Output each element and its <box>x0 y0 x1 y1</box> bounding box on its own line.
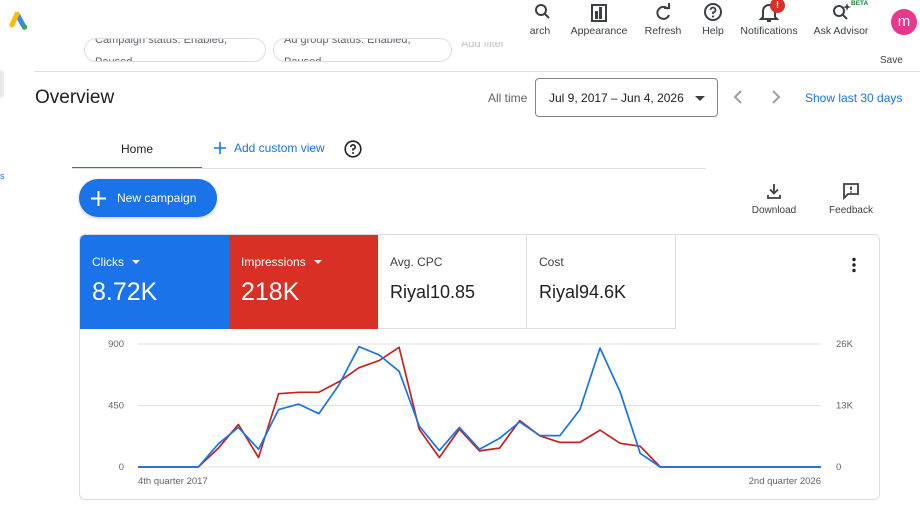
show-last-30-days-link[interactable]: Show last 30 days <box>805 91 903 105</box>
metric-value: 218K <box>241 278 300 306</box>
appearance-button[interactable]: Appearance <box>568 2 630 37</box>
series-line-clicks <box>138 345 821 468</box>
appearance-icon <box>591 4 607 22</box>
metric-label: Cost <box>539 255 564 269</box>
filter-chip-campaign-status[interactable]: Campaign status: Enabled, Paused <box>84 38 266 62</box>
metric-impressions-selector[interactable]: Impressions <box>241 255 378 269</box>
y-left-tick-label: 0 <box>119 462 124 473</box>
metric-value: 8.72K <box>92 278 158 306</box>
caret-down-icon <box>132 260 140 264</box>
metric-clicks[interactable]: Clicks 8.72K <box>80 235 229 329</box>
search-button[interactable]: arch <box>520 2 560 37</box>
plus-icon <box>214 142 226 154</box>
new-campaign-button[interactable]: New campaign <box>79 179 217 217</box>
help-label: Help <box>702 25 724 37</box>
help-button[interactable]: Help <box>697 2 729 37</box>
date-range-value: Jul 9, 2017 – Jun 4, 2026 <box>549 91 684 105</box>
help-circle-icon[interactable] <box>344 140 362 158</box>
add-filter-link[interactable]: Add filter <box>461 42 504 52</box>
ask-advisor-label: Ask Advisor <box>813 25 869 37</box>
search-icon <box>535 4 550 19</box>
ask-advisor-button[interactable]: BETA Ask Advisor <box>811 0 871 37</box>
feedback-icon <box>843 183 859 200</box>
add-custom-view-button[interactable]: Add custom view <box>214 141 325 155</box>
metric-label: Clicks <box>92 255 124 269</box>
appearance-label: Appearance <box>570 25 628 37</box>
metric-label: Avg. CPC <box>390 255 443 269</box>
notifications-button[interactable]: ! Notifications <box>738 0 800 37</box>
y-right-tick-label: 13K <box>836 401 854 412</box>
help-icon <box>704 3 722 21</box>
performance-chart: 900 26K 450 13K 0 0 4th quarter 2017 2nd quarte… <box>108 339 854 487</box>
metric-label: Impressions <box>241 255 306 269</box>
feedback-label: Feedback <box>829 205 873 216</box>
new-campaign-label: New campaign <box>117 191 197 205</box>
search-label: arch <box>529 25 551 37</box>
side-panel-fragment: s <box>0 171 5 181</box>
filter-chip-ad-group-status[interactable]: Ad group status: Enabled, Paused <box>273 38 452 62</box>
x-tick-label-end: 2nd quarter 2026 <box>749 476 821 487</box>
refresh-button[interactable]: Refresh <box>640 2 686 37</box>
more-options-icon[interactable] <box>850 257 858 273</box>
plus-icon <box>91 190 106 206</box>
notification-badge: ! <box>770 0 785 13</box>
notifications-label: Notifications <box>740 25 798 37</box>
date-range-selector[interactable]: Jul 9, 2017 – Jun 4, 2026 <box>535 78 718 117</box>
chevron-right-icon[interactable] <box>768 88 784 106</box>
tab-home[interactable]: Home <box>72 137 202 169</box>
metric-value: Riyal94.6K <box>539 282 627 302</box>
caret-down-icon <box>313 260 322 264</box>
y-right-tick-label: 0 <box>836 462 841 473</box>
metric-value: Riyal10.85 <box>390 282 476 302</box>
refresh-icon <box>656 3 670 20</box>
download-icon <box>767 184 781 199</box>
metric-avg-cpc[interactable]: Avg. CPC Riyal10.85 <box>378 235 527 329</box>
y-left-tick-label: 450 <box>108 401 124 412</box>
feedback-button[interactable]: Feedback <box>826 182 876 216</box>
x-tick-label-start: 4th quarter 2017 <box>138 476 208 487</box>
chevron-left-icon[interactable] <box>730 88 746 106</box>
account-avatar[interactable]: m <box>891 9 917 35</box>
performance-card: Clicks 8.72K Impressions 218K Avg. CPC R… <box>79 234 880 500</box>
range-label: All time <box>488 91 528 105</box>
download-button[interactable]: Download <box>748 182 800 216</box>
y-right-tick-label: 26K <box>836 339 854 350</box>
google-ads-logo-icon[interactable] <box>9 12 31 32</box>
beta-tag: BETA <box>851 0 869 7</box>
y-left-tick-label: 900 <box>108 339 124 350</box>
metric-clicks-selector[interactable]: Clicks <box>92 255 229 269</box>
metric-impressions[interactable]: Impressions 218K <box>229 235 378 329</box>
header-divider <box>35 71 920 72</box>
tab-divider <box>72 168 706 169</box>
add-custom-view-label: Add custom view <box>234 141 325 155</box>
filter-chip-label: Campaign status: Enabled, Paused <box>95 38 228 62</box>
download-label: Download <box>751 205 797 216</box>
add-filter-label: Add filter <box>461 42 505 50</box>
filter-chip-label: Ad group status: Enabled, Paused <box>284 38 411 62</box>
sparkle-search-icon <box>833 3 851 20</box>
refresh-label: Refresh <box>644 25 682 37</box>
metric-cost[interactable]: Cost Riyal94.6K <box>527 235 676 329</box>
side-panel-handle[interactable] <box>0 70 4 98</box>
page-title: Overview <box>35 87 115 108</box>
save-button[interactable]: Save <box>880 55 903 66</box>
caret-down-icon <box>695 96 705 101</box>
